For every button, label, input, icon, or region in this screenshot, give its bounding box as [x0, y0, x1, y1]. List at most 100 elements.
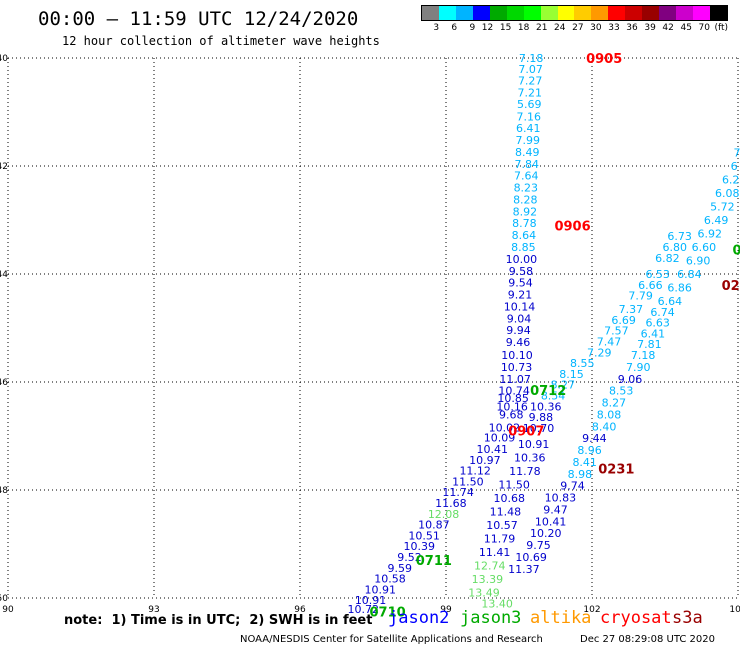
swh-value-label: 11.41 [479, 546, 511, 559]
colorbar-label: 70 [698, 23, 710, 33]
colorbar-swatch [676, 6, 693, 20]
swh-value-label: 9.52 [397, 551, 422, 564]
swh-value-label: 9.46 [506, 336, 531, 349]
pass-time-label: 0710 [370, 606, 406, 621]
swh-value-label: 7.90 [626, 361, 651, 374]
swh-value-label: 7.64 [514, 170, 539, 183]
colorbar-label: 42 [662, 23, 674, 33]
swh-value-label: 7.84 [515, 158, 540, 171]
swh-value-label: 10.74 [498, 385, 530, 398]
pass-time-label: 0711 [416, 554, 452, 569]
swh-value-label: 10.09 [484, 432, 516, 445]
swh-value-label: 5.69 [517, 98, 542, 111]
colorbar-label: 33 [608, 23, 620, 33]
swh-value-label: 6.49 [704, 214, 729, 227]
swh-value-label: 11.50 [452, 475, 484, 488]
legend-s3a: s3a [672, 608, 703, 628]
swh-value-label: 6.84 [677, 268, 702, 281]
swh-value-label: 11.50 [498, 479, 530, 492]
y-tick-label: -44 [0, 270, 8, 280]
swh-value-label: 9.21 [508, 289, 533, 302]
legend-jason3: jason3 [460, 608, 522, 628]
colorbar-label: 27 [572, 23, 584, 33]
swh-value-label: 10.02 [489, 421, 521, 434]
swh-value-label: 6.53 [645, 268, 670, 281]
colorbar-swatch [489, 6, 507, 20]
swh-value-label: 6.74 [650, 306, 675, 319]
swh-value-label: 8.96 [577, 444, 602, 457]
colorbar-swatch [540, 6, 558, 20]
colorbar-labels: 3 6 9 12 15 18 21 24 27 30 33 36 39 42 45 70 (ft) [421, 23, 728, 33]
pass-time-label: 0231 [598, 462, 634, 477]
swh-value-label: 6.82 [655, 252, 680, 265]
generated-date: Dec 27 08:29:08 UTC 2020 [580, 634, 715, 645]
colorbar-swatch [574, 6, 592, 20]
swh-value-label: 6.2 [722, 174, 740, 187]
agency-credit: NOAA/NESDIS Center for Satellite Applica… [240, 634, 543, 645]
x-tick-label: 99 [440, 605, 452, 615]
swh-value-label: 7.27 [518, 75, 543, 88]
swh-value-label: 6.64 [658, 295, 683, 308]
swh-value-label: 8.40 [592, 420, 617, 433]
legend-altika: altika [530, 608, 592, 628]
swh-value-label: 6.80 [662, 241, 687, 254]
swh-value-label: 6.63 [645, 317, 670, 330]
colorbar-swatch [642, 6, 660, 20]
swh-value-label: 7.37 [619, 303, 644, 316]
colorbar-label: 18 [517, 23, 530, 33]
swh-value-label: 6.92 [698, 228, 723, 241]
swh-value-label: 8.28 [513, 193, 538, 206]
swh-value-label: 10.41 [535, 515, 567, 528]
swh-value-label: 10.10 [501, 349, 533, 362]
swh-value-label: 7.47 [597, 336, 622, 349]
swh-value-label: 13.40 [481, 597, 513, 610]
swh-value-label: 8.15 [559, 368, 584, 381]
y-tick-label: -40 [0, 54, 8, 64]
footnote: note: 1) Time is in UTC; 2) SWH is in fe… [64, 613, 373, 628]
colorbar-label: 36 [626, 23, 638, 33]
pass-time-label: 0712 [530, 384, 566, 399]
swh-value-label: 10.36 [514, 452, 546, 465]
colorbar-swatch [709, 6, 727, 20]
swh-value-label: 6.69 [611, 314, 636, 327]
swh-value-label: 8.92 [513, 205, 538, 218]
swh-value-label: 9.88 [529, 411, 554, 424]
pass-time-label: 0907 [508, 425, 544, 440]
colorbar-swatch [506, 6, 524, 20]
y-tick-label: -42 [0, 162, 8, 172]
swh-value-label: 11.79 [484, 533, 516, 546]
swh-value-label: 12.08 [428, 508, 460, 521]
swh-value-label: 8.85 [511, 241, 536, 254]
swh-value-label: 10.69 [515, 551, 547, 564]
colorbar-swatch [625, 6, 643, 20]
swh-value-label: 10.14 [504, 300, 536, 313]
swh-value-label: 6.60 [692, 241, 717, 254]
swh-value-label: 8.78 [512, 217, 537, 230]
swh-value-label: 11.78 [509, 465, 541, 478]
swh-value-label: 10.87 [418, 519, 450, 532]
swh-value-label: 7.99 [516, 134, 541, 147]
swh-value-label: 9.59 [388, 562, 413, 575]
colorbar-label: 15 [499, 23, 512, 33]
pass-time-label: 0906 [554, 219, 590, 234]
colorbar-swatch [438, 6, 456, 20]
swh-value-label: 9.74 [560, 480, 585, 493]
swh-value-label: 8.27 [551, 379, 576, 392]
x-tick-label: 93 [148, 605, 159, 615]
swh-value-label: 11.07 [499, 373, 531, 386]
swh-value-label: 7.79 [628, 290, 653, 303]
swh-value-label: 10.83 [545, 492, 577, 505]
x-tick-label: 90 [2, 605, 14, 615]
swh-value-label: 10.68 [494, 492, 526, 505]
swh-value-label: 10.91 [365, 583, 397, 596]
y-tick-label: -50 [0, 594, 8, 604]
swh-value-label: 10.41 [476, 443, 508, 456]
swh-value-label: 10.16 [496, 400, 528, 413]
swh-value-label: 6.41 [641, 327, 666, 340]
swh-value-label: 8.41 [572, 456, 597, 469]
y-tick-label: -48 [0, 486, 8, 496]
swh-value-label: 8.27 [602, 397, 627, 410]
swh-value-label: 9.58 [509, 265, 534, 278]
swh-value-label: 11.48 [490, 506, 522, 519]
swh-value-label: 10.91 [518, 438, 550, 451]
